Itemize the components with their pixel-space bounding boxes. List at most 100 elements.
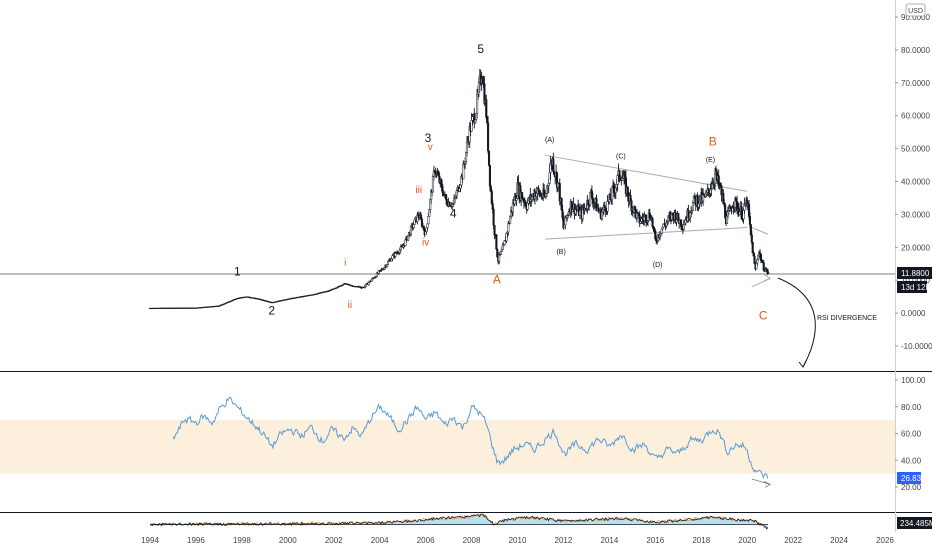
current-price-tag [897, 267, 932, 279]
time-axis-tick-label: 2000 [279, 536, 297, 545]
macd-current-value: 234.485M [900, 519, 932, 528]
currency-label: USD [908, 8, 923, 15]
wave-label[interactable]: A [493, 272, 501, 286]
wave-label[interactable]: v [428, 142, 433, 153]
candle-body [488, 165, 491, 187]
time-axis[interactable]: 1994 1996 1998 2000 2002 2004 2006 2008 2010 2012… [141, 536, 894, 545]
wave-label[interactable]: 1 [234, 264, 241, 278]
current-price-value: 11.8800 [901, 269, 930, 278]
candle-body [364, 284, 367, 287]
rsi-axis-tick-label: 40.00 [901, 456, 922, 465]
divergence-arrow[interactable] [777, 277, 816, 368]
rsi-current-value: 26.83 [901, 474, 922, 483]
price-axis-tick-label: 70.0000 [901, 79, 930, 88]
rsi-value-tag [897, 472, 921, 484]
time-axis-tick-label: 2010 [509, 536, 527, 545]
wave-label[interactable]: (E) [706, 157, 715, 164]
wave-label[interactable]: 4 [450, 207, 457, 221]
price-axis[interactable]: 90.0000 80.0000 70.0000 60.0000 50.0000 40.00… [895, 13, 932, 351]
time-axis-tick-label: 2012 [555, 536, 573, 545]
candles [148, 68, 770, 310]
currency-badge[interactable] [905, 3, 926, 17]
wave-label[interactable]: (A) [545, 137, 554, 144]
wave-label[interactable]: iv [422, 238, 429, 249]
candle-body [682, 224, 685, 230]
time-axis-tick-label: 2016 [646, 536, 664, 545]
wave-label[interactable]: iii [415, 185, 422, 196]
candle-body [412, 224, 415, 228]
wave-label[interactable]: (D) [653, 262, 663, 269]
rsi-divergence-arrowhead [763, 480, 771, 488]
time-axis-tick-label: 1994 [141, 536, 159, 545]
trendline-2[interactable] [545, 227, 748, 240]
time-axis-tick-label: 1996 [187, 536, 205, 545]
candle-body [748, 216, 751, 225]
rsi-axis-tick-label: 80.00 [901, 403, 922, 412]
wave-label[interactable]: 3 [425, 131, 432, 145]
candle-body [427, 216, 430, 225]
candle-body [426, 223, 429, 229]
candle-body [552, 158, 555, 172]
divergence-arrowhead [798, 360, 807, 368]
rsi-overbought-oversold-band [0, 420, 895, 474]
countdown-tag [897, 281, 927, 293]
price-axis-tick-label: 60.0000 [901, 112, 930, 121]
rsi-divergence-label[interactable]: RSI DIVERGENCE [817, 315, 877, 322]
price-axis-tick-label: 10.0000 [901, 276, 930, 285]
macd-area [150, 514, 768, 529]
trendline-4[interactable] [751, 227, 769, 235]
time-axis-tick-label: 2018 [692, 536, 710, 545]
wave-label[interactable]: 5 [477, 42, 484, 56]
time-axis-tick-label: 2002 [325, 536, 343, 545]
trendline-arrowhead [763, 274, 772, 282]
price-axis-tick-label: -10.0000 [901, 342, 932, 351]
candle-body [500, 249, 503, 252]
wave-label[interactable]: (C) [616, 153, 626, 160]
candle-body [767, 272, 770, 274]
rsi-line [172, 396, 771, 488]
time-axis-tick-label: 2026 [876, 536, 894, 545]
time-axis-tick-label: 2020 [738, 536, 756, 545]
time-axis-tick-label: 1998 [233, 536, 251, 545]
wave-label[interactable]: (B) [556, 249, 565, 256]
candle-body [634, 206, 637, 211]
candle-body [499, 251, 503, 255]
candle-body [740, 206, 743, 220]
candle-body [495, 234, 498, 250]
candle-body [693, 195, 696, 199]
price-axis-tick-label: 40.0000 [901, 178, 930, 187]
wave-label[interactable]: C [759, 309, 768, 323]
rsi-divergence-trendline[interactable] [751, 478, 771, 485]
rsi-axis-tick-label: 20.00 [901, 483, 922, 492]
candle-body [386, 261, 390, 265]
time-axis-tick-label: 2014 [600, 536, 618, 545]
wave-label[interactable]: 2 [268, 304, 275, 318]
price-axis-tick-label: 90.0000 [901, 13, 930, 22]
candle-body [485, 99, 488, 118]
wave-label[interactable]: B [709, 134, 717, 148]
rsi-axis[interactable]: 100.00 80.00 60.00 40.00 20.00 [895, 376, 926, 492]
time-axis-tick-label: 2022 [784, 536, 802, 545]
candle-body [651, 218, 654, 227]
time-axis-tick-label: 2008 [463, 536, 481, 545]
time-axis-tick-label: 2006 [417, 536, 435, 545]
candle-body [750, 234, 753, 243]
candle-body [487, 122, 490, 152]
candle-body [492, 209, 495, 226]
wave-label[interactable]: ii [348, 300, 352, 311]
macd-histogram [149, 513, 769, 530]
rsi-axis-tick-label: 60.00 [901, 430, 922, 439]
countdown-value: 13d 12h [901, 283, 930, 292]
price-axis-tick-label: 80.0000 [901, 46, 930, 55]
wave-label[interactable]: i [344, 257, 346, 268]
candle-body [487, 150, 491, 166]
candle-body [493, 225, 496, 236]
rsi-series-line [172, 396, 769, 479]
rsi-axis-tick-label: 100.00 [901, 376, 926, 385]
time-axis-tick-label: 2004 [371, 536, 389, 545]
candle-body [391, 255, 394, 260]
price-axis-tick-label: 0.0000 [901, 309, 926, 318]
price-axis-tick-label: 50.0000 [901, 145, 930, 154]
